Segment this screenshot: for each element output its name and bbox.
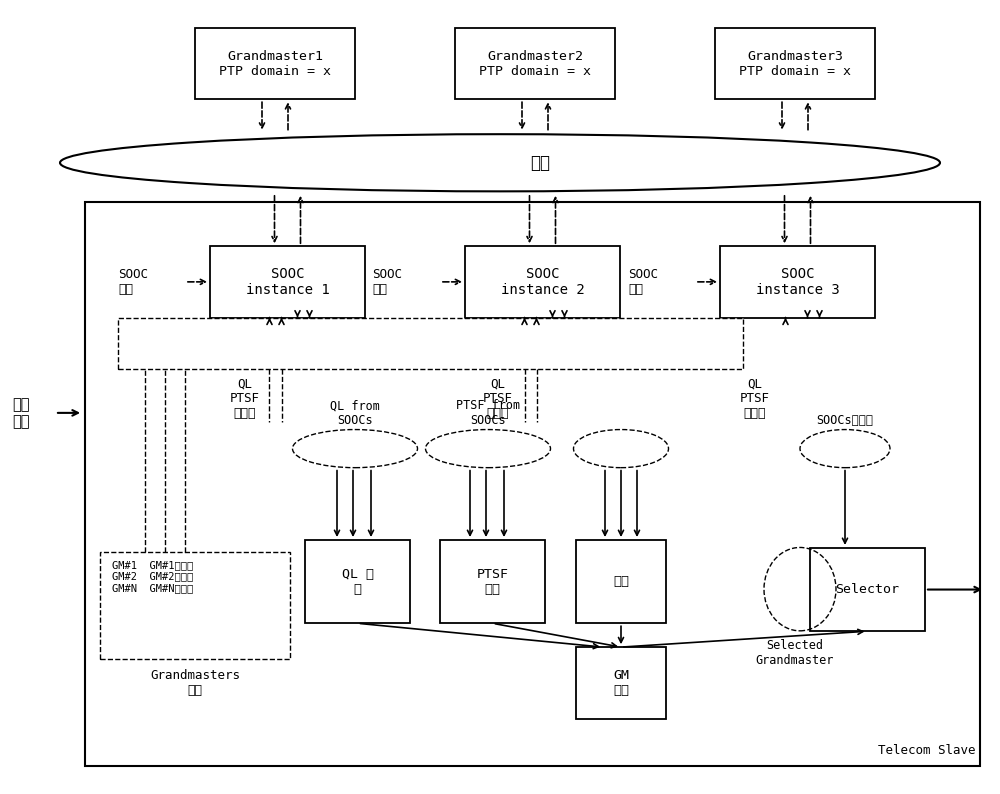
Text: GM#1  GM#1优先级
GM#2  GM#2优先级
GM#N  GM#N优先级: GM#1 GM#1优先级 GM#2 GM#2优先级 GM#N GM#N优先级 [112, 560, 193, 593]
Bar [85, 202, 980, 766]
Bar [305, 540, 410, 623]
Text: Grandmaster2
PTP domain = x: Grandmaster2 PTP domain = x [479, 49, 591, 78]
Bar [715, 28, 875, 99]
Bar [455, 28, 615, 99]
Bar [100, 552, 290, 659]
Bar [576, 647, 666, 719]
Text: QL
PTSF
时间戳: QL PTSF 时间戳 [740, 377, 770, 420]
Bar [810, 548, 925, 631]
Text: SOOC
instance 1: SOOC instance 1 [246, 267, 329, 297]
Text: PTSF
处理: PTSF 处理 [477, 568, 509, 596]
Bar [720, 246, 875, 318]
Text: QL
PTSF
时间戳: QL PTSF 时间戳 [230, 377, 260, 420]
Text: Telecom Slave: Telecom Slave [878, 744, 975, 757]
Text: GM
选择: GM 选择 [613, 669, 629, 697]
Text: 请求: 请求 [613, 575, 629, 588]
Bar [210, 246, 365, 318]
Text: Grandmaster3
PTP domain = x: Grandmaster3 PTP domain = x [739, 49, 851, 78]
Bar [465, 246, 620, 318]
Text: QL from
SOOCs: QL from SOOCs [330, 399, 380, 427]
Text: SOOC
instance 3: SOOC instance 3 [756, 267, 839, 297]
Text: SOOCs时间戳: SOOCs时间戳 [816, 414, 874, 427]
Bar [195, 28, 355, 99]
Bar [118, 318, 743, 369]
Text: 网络: 网络 [530, 154, 550, 172]
Text: PTSF from
SOOCs: PTSF from SOOCs [456, 399, 520, 427]
Text: QL 处
理: QL 处 理 [342, 568, 374, 596]
Text: 管理
信息: 管理 信息 [12, 397, 30, 429]
Text: Grandmaster1
PTP domain = x: Grandmaster1 PTP domain = x [219, 49, 331, 78]
Text: Grandmasters
列表: Grandmasters 列表 [150, 669, 240, 696]
Text: SOOC
实例: SOOC 实例 [118, 268, 148, 296]
Text: Selector: Selector [836, 583, 900, 596]
Text: SOOC
instance 2: SOOC instance 2 [501, 267, 584, 297]
Text: QL
PTSF
时间戳: QL PTSF 时间戳 [483, 377, 513, 420]
Bar [576, 540, 666, 623]
Text: SOOC
实例: SOOC 实例 [628, 268, 658, 296]
Text: Selected
Grandmaster: Selected Grandmaster [756, 639, 834, 667]
Bar [440, 540, 545, 623]
Text: SOOC
实例: SOOC 实例 [372, 268, 402, 296]
